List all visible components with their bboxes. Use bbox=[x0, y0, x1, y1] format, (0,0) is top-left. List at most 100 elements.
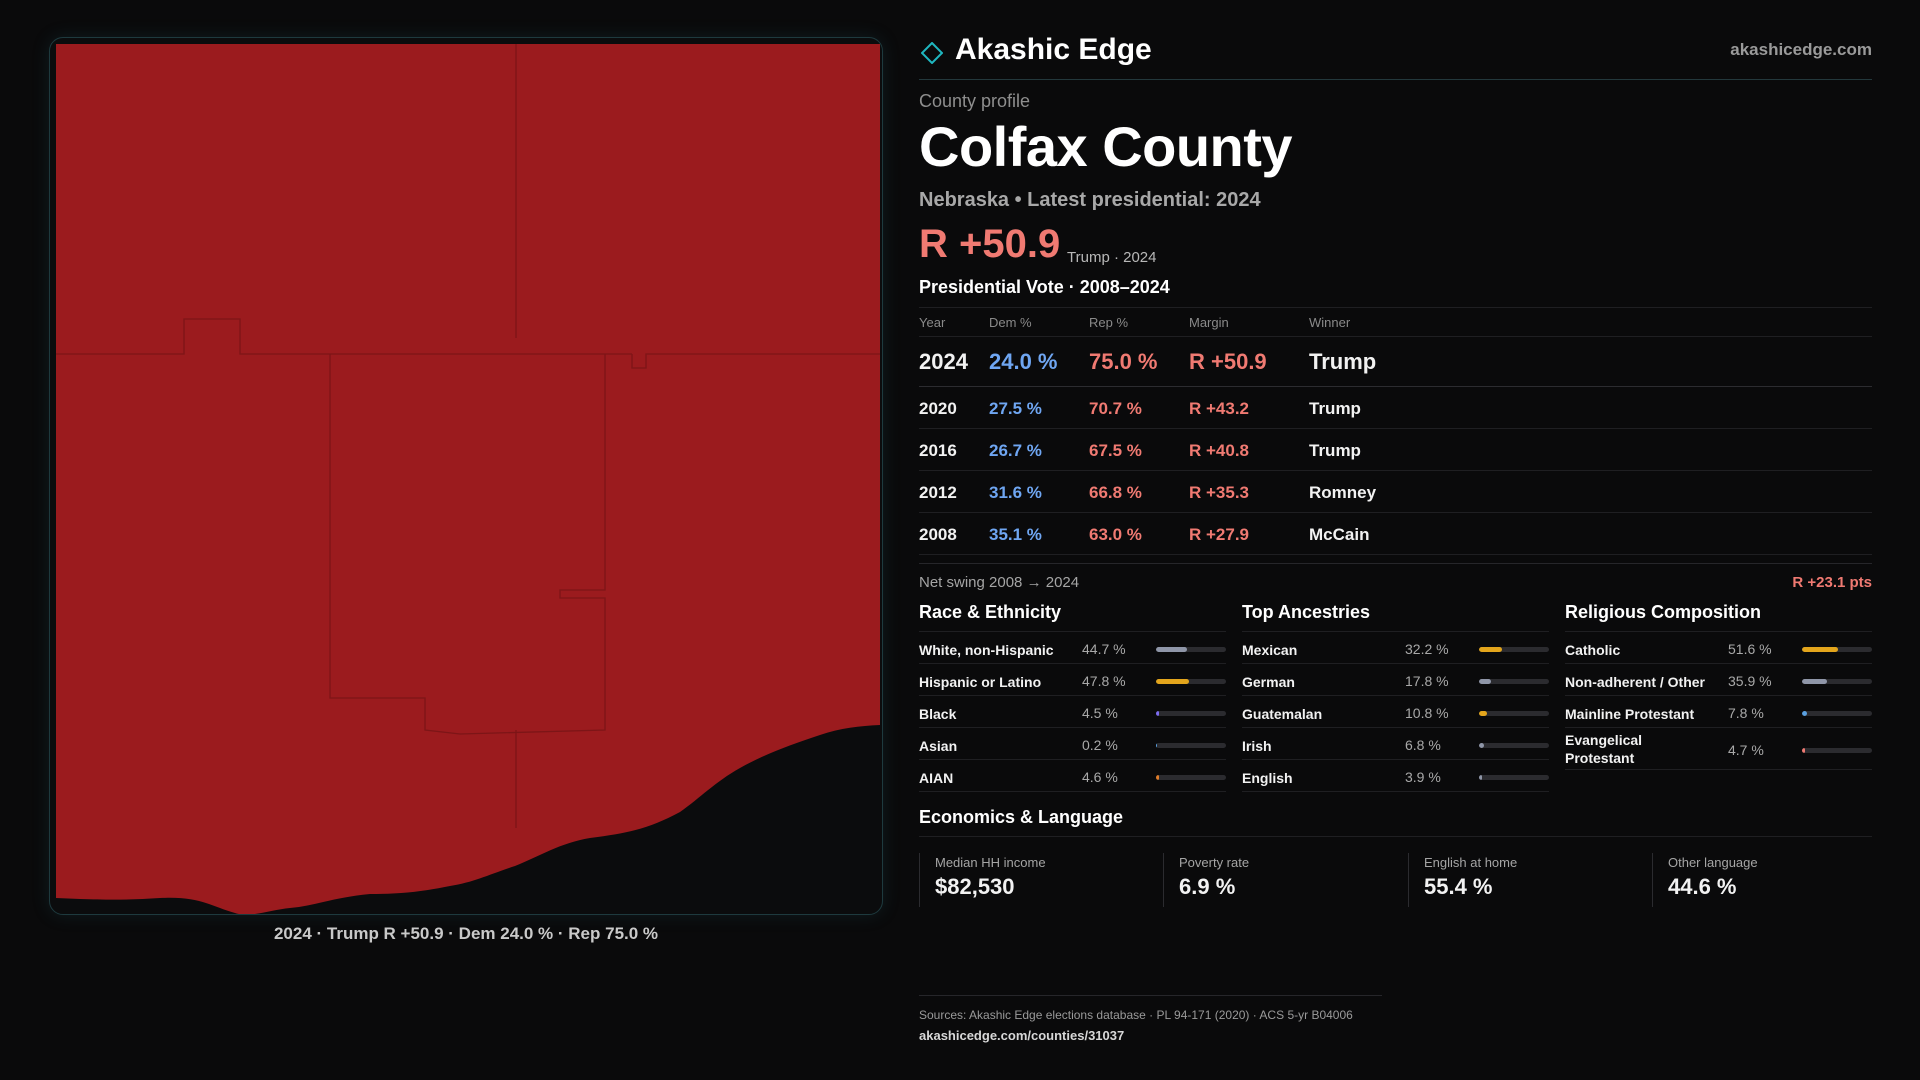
econ-card-poverty: Poverty rate 6.9 % bbox=[1163, 853, 1393, 907]
item-bar bbox=[1479, 679, 1549, 684]
item-pct: 10.8 % bbox=[1405, 705, 1449, 721]
row-year: 2024 bbox=[919, 349, 968, 374]
item-name: Mexican bbox=[1242, 642, 1298, 658]
item-pct: 3.9 % bbox=[1405, 769, 1441, 785]
item-bar-fill bbox=[1479, 679, 1492, 684]
row-margin: R +27.9 bbox=[1189, 525, 1250, 544]
item-bar-fill bbox=[1156, 775, 1160, 780]
list-item: Mexican 32.2 % bbox=[1242, 632, 1549, 664]
item-pct: 4.7 % bbox=[1728, 742, 1764, 758]
item-bar-fill bbox=[1156, 743, 1158, 748]
list-item: Catholic 51.6 % bbox=[1565, 632, 1872, 664]
item-name: Non-adherent / Other bbox=[1565, 674, 1706, 690]
col-dem: Dem % bbox=[989, 315, 1032, 330]
row-year: 2020 bbox=[919, 399, 957, 418]
net-swing-label: Net swing 2008 → 2024 bbox=[919, 574, 1080, 591]
item-bar-fill bbox=[1156, 711, 1160, 716]
item-bar-fill bbox=[1802, 679, 1828, 684]
row-winner: Trump bbox=[1309, 441, 1361, 460]
row-rep: 63.0 % bbox=[1089, 525, 1142, 544]
economics-heading: Economics & Language bbox=[919, 807, 1872, 837]
row-dem: 27.5 % bbox=[989, 399, 1042, 418]
latest-margin-note: Trump · 2024 bbox=[1067, 249, 1157, 266]
item-name: Black bbox=[919, 706, 957, 722]
list-item: Irish 6.8 % bbox=[1242, 728, 1549, 760]
item-bar-fill bbox=[1156, 647, 1188, 652]
list-item: Asian 0.2 % bbox=[919, 728, 1226, 760]
item-name: Evangelical Protestant bbox=[1565, 732, 1643, 766]
race-heading: Race & Ethnicity bbox=[919, 602, 1226, 632]
page-eyebrow: County profile bbox=[919, 91, 1031, 111]
table-row: 2016 26.7 % 67.5 % R +40.8 Trump bbox=[919, 429, 1872, 471]
item-bar bbox=[1156, 743, 1226, 748]
vote-history-heading: Presidential Vote · 2008–2024 bbox=[919, 277, 1170, 297]
diamond-logo-icon bbox=[921, 42, 943, 64]
county-shape bbox=[56, 44, 880, 914]
county-map-svg bbox=[56, 44, 880, 914]
item-bar bbox=[1156, 711, 1226, 716]
econ-value: 6.9 % bbox=[1179, 874, 1236, 899]
county-url-link[interactable]: akashicedge.com/counties/31037 bbox=[919, 1028, 1125, 1043]
brand-name: Akashic Edge bbox=[955, 33, 1152, 66]
row-margin: R +50.9 bbox=[1189, 349, 1267, 374]
net-swing: Net swing 2008 → 2024 R +23.1 pts bbox=[919, 563, 1872, 591]
vote-history-table: Year Dem % Rep % Margin Winner 2024 24.0… bbox=[919, 307, 1872, 555]
list-item: AIAN 4.6 % bbox=[919, 760, 1226, 792]
list-item: English 3.9 % bbox=[1242, 760, 1549, 792]
item-bar-fill bbox=[1802, 647, 1839, 652]
item-name: German bbox=[1242, 674, 1295, 690]
item-pct: 7.8 % bbox=[1728, 705, 1764, 721]
brand-header: Akashic Edge akashicedge.com bbox=[919, 30, 1872, 80]
row-dem: 35.1 % bbox=[989, 525, 1042, 544]
item-bar-fill bbox=[1156, 679, 1190, 684]
econ-label: Poverty rate bbox=[1179, 855, 1250, 870]
item-bar bbox=[1802, 647, 1872, 652]
row-dem: 31.6 % bbox=[989, 483, 1042, 502]
item-bar bbox=[1479, 711, 1549, 716]
row-winner: Trump bbox=[1309, 399, 1361, 418]
col-winner: Winner bbox=[1309, 315, 1351, 330]
item-pct: 6.8 % bbox=[1405, 737, 1441, 753]
page-title: Colfax County bbox=[919, 115, 1293, 178]
item-name: AIAN bbox=[919, 770, 954, 786]
item-bar bbox=[1802, 748, 1872, 753]
item-bar bbox=[1156, 775, 1226, 780]
list-item: Black 4.5 % bbox=[919, 696, 1226, 728]
list-item: Hispanic or Latino 47.8 % bbox=[919, 664, 1226, 696]
item-pct: 51.6 % bbox=[1728, 641, 1772, 657]
item-pct: 47.8 % bbox=[1082, 673, 1126, 689]
item-bar bbox=[1156, 679, 1226, 684]
col-rep: Rep % bbox=[1089, 315, 1129, 330]
religion-section: Religious Composition Catholic 51.6 % No… bbox=[1565, 602, 1872, 770]
row-margin: R +35.3 bbox=[1189, 483, 1250, 502]
row-margin: R +43.2 bbox=[1189, 399, 1250, 418]
item-pct: 4.5 % bbox=[1082, 705, 1118, 721]
list-item: Mainline Protestant 7.8 % bbox=[1565, 696, 1872, 728]
econ-card-income: Median HH income $82,530 bbox=[919, 853, 1149, 907]
table-row: 2012 31.6 % 66.8 % R +35.3 Romney bbox=[919, 471, 1872, 513]
item-name: Hispanic or Latino bbox=[919, 674, 1042, 690]
item-bar-fill bbox=[1479, 743, 1484, 748]
item-bar bbox=[1479, 743, 1549, 748]
col-year: Year bbox=[919, 315, 946, 330]
row-rep: 70.7 % bbox=[1089, 399, 1142, 418]
econ-label: Median HH income bbox=[935, 855, 1046, 870]
col-margin: Margin bbox=[1189, 315, 1229, 330]
net-swing-value: R +23.1 pts bbox=[1792, 574, 1872, 591]
item-pct: 4.6 % bbox=[1082, 769, 1118, 785]
row-rep: 66.8 % bbox=[1089, 483, 1142, 502]
item-bar bbox=[1802, 711, 1872, 716]
item-bar bbox=[1479, 647, 1549, 652]
ancestry-heading: Top Ancestries bbox=[1242, 602, 1549, 632]
row-dem: 26.7 % bbox=[989, 441, 1042, 460]
ancestry-section: Top Ancestries Mexican 32.2 % German 17.… bbox=[1242, 602, 1549, 792]
econ-value: 44.6 % bbox=[1668, 874, 1737, 899]
item-pct: 17.8 % bbox=[1405, 673, 1449, 689]
item-bar-fill bbox=[1802, 748, 1806, 753]
item-name: Guatemalan bbox=[1242, 706, 1323, 722]
brand-url[interactable]: akashicedge.com bbox=[1730, 40, 1872, 59]
footer: Sources: Akashic Edge elections database… bbox=[919, 995, 1382, 1043]
list-item: German 17.8 % bbox=[1242, 664, 1549, 696]
item-bar-fill bbox=[1479, 711, 1487, 716]
item-name: English bbox=[1242, 770, 1293, 786]
